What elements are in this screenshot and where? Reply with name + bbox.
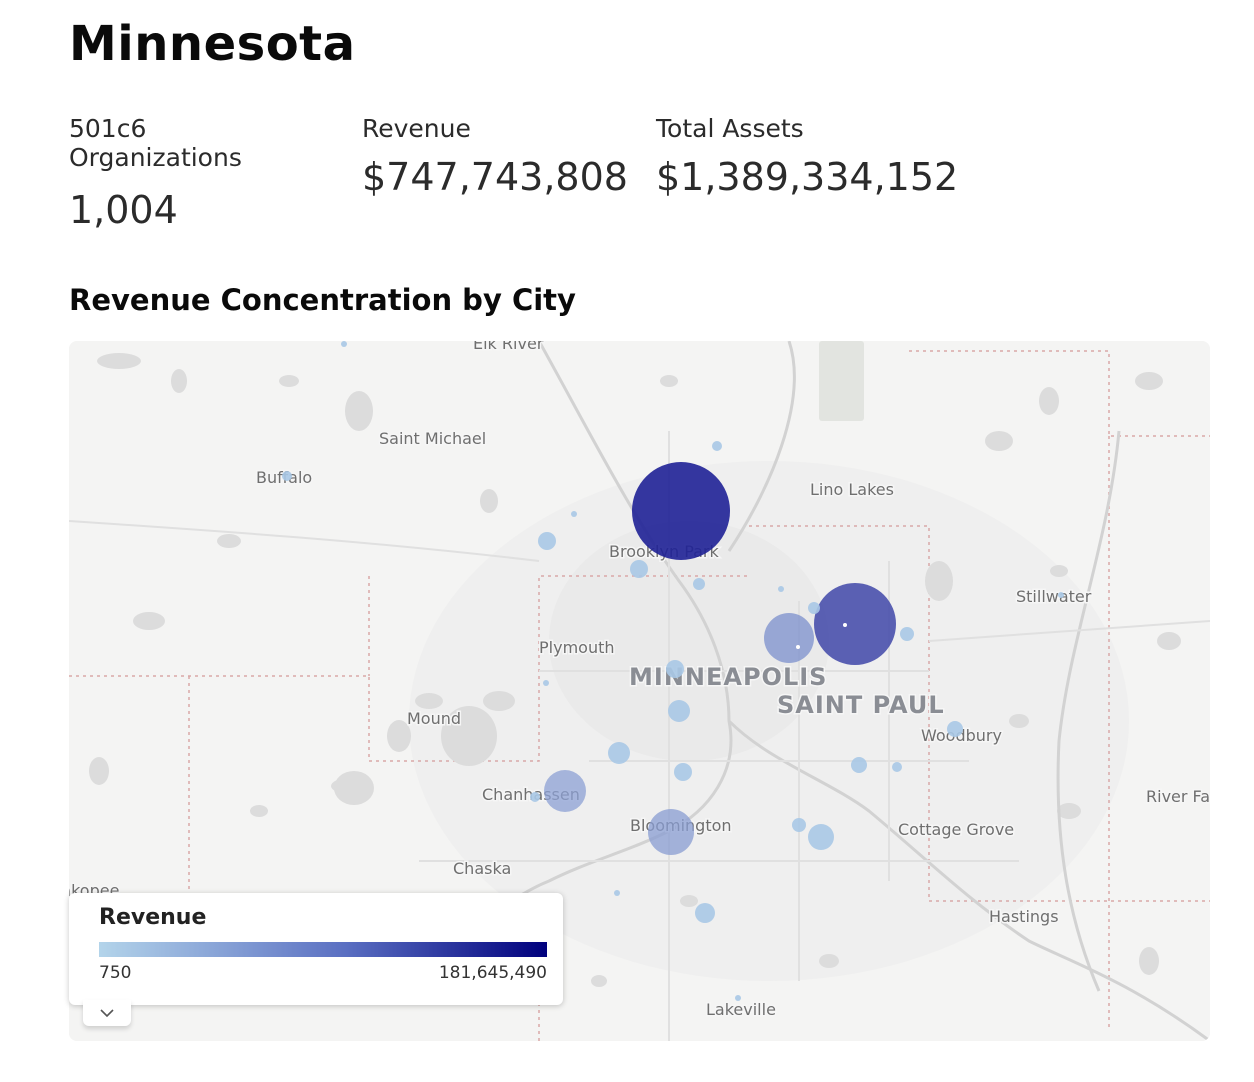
page-title: Minnesota [69,16,356,72]
legend-collapse-button[interactable] [83,1000,131,1026]
city-bubble[interactable] [341,341,347,347]
city-bubble[interactable] [648,809,694,855]
city-bubble[interactable] [792,818,806,832]
place-label: Woodbury [921,726,1002,745]
city-bubble[interactable] [543,680,549,686]
city-bubble[interactable] [614,890,620,896]
city-bubble[interactable] [712,441,722,451]
revenue-bubbles [282,341,1064,1001]
urban-area [549,521,829,761]
city-bubble[interactable] [764,613,814,663]
stat-organizations: 501c6 Organizations 1,004 [69,114,309,232]
legend: Revenue 750 181,645,490 [69,893,563,1005]
city-bubble[interactable] [947,721,963,737]
city-bubble[interactable] [544,770,586,812]
city-bubble[interactable] [571,511,577,517]
place-label: Elk River [473,341,544,353]
map-canvas[interactable]: Elk River Saint Michael Buffalo Lino Lak… [69,341,1210,1041]
section-title: Revenue Concentration by City [69,283,576,317]
place-label: Hastings [989,907,1059,926]
major-city-label: SAINT PAUL [777,691,945,719]
place-label: Plymouth [539,638,615,657]
city-bubble[interactable] [808,824,834,850]
legend-max-label: 181,645,490 [438,963,547,983]
legend-title: Revenue [99,905,207,930]
legend-color-scale [99,942,547,957]
city-bubble[interactable] [530,792,540,802]
stat-assets: Total Assets $1,389,334,152 [656,114,958,199]
city-bubble[interactable] [674,763,692,781]
city-bubble-center [796,645,800,649]
place-label: River Falls [1146,787,1210,806]
city-bubble[interactable] [630,560,648,578]
city-bubble[interactable] [608,742,630,764]
chevron-down-icon [100,1009,114,1018]
city-bubble[interactable] [735,995,741,1001]
stat-assets-label: Total Assets [656,114,804,143]
stat-organizations-value: 1,004 [69,188,178,232]
city-bubble-center [843,623,847,627]
major-city-label: MINNEAPOLIS [629,663,827,691]
map[interactable]: Elk River Saint Michael Buffalo Lino Lak… [69,341,1210,1041]
city-bubble[interactable] [778,586,784,592]
city-bubble[interactable] [538,532,556,550]
city-bubble[interactable] [632,462,730,560]
legend-min-label: 750 [99,963,132,983]
city-bubble[interactable] [695,903,715,923]
city-bubble[interactable] [900,627,914,641]
place-label: Lakeville [706,1000,776,1019]
stat-revenue-label: Revenue [362,114,471,143]
place-label: Lino Lakes [810,480,894,499]
city-bubble[interactable] [892,762,902,772]
city-bubble[interactable] [851,757,867,773]
stat-assets-value: $1,389,334,152 [656,155,959,199]
city-bubble[interactable] [668,700,690,722]
place-label: Stillwater [1016,587,1092,606]
city-bubble[interactable] [666,660,684,678]
place-label: Mound [407,709,461,728]
place-label: Saint Michael [379,429,486,448]
city-bubble[interactable] [814,583,896,665]
stat-revenue: Revenue $747,743,808 [362,114,628,199]
place-label: Chaska [453,859,511,878]
city-bubble[interactable] [693,578,705,590]
city-bubble[interactable] [282,471,292,481]
lakes [89,341,1181,988]
place-label: Cottage Grove [898,820,1014,839]
stat-revenue-value: $747,743,808 [362,155,628,199]
city-bubble[interactable] [808,602,820,614]
city-bubble[interactable] [1058,592,1064,598]
stat-organizations-label: 501c6 Organizations [69,114,242,172]
